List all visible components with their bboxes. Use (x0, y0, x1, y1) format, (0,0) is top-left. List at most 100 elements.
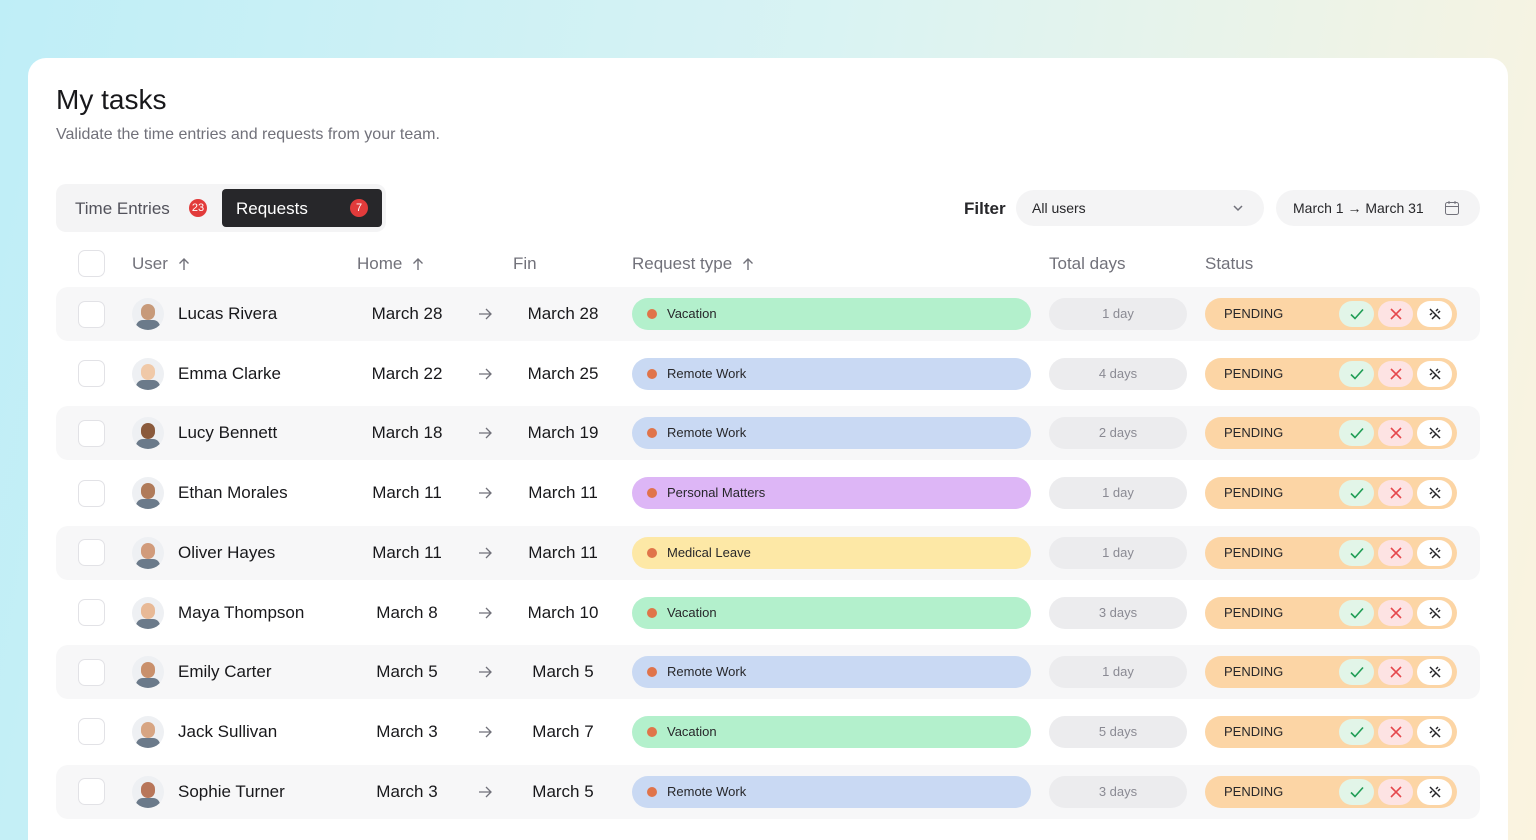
row-checkbox[interactable] (78, 539, 105, 567)
dismiss-button[interactable] (1417, 659, 1452, 686)
reject-button[interactable] (1378, 599, 1413, 626)
type-icon (647, 428, 657, 439)
approve-button[interactable] (1339, 539, 1374, 566)
start-date: March 11 (372, 483, 442, 503)
dismiss-button[interactable] (1417, 599, 1452, 626)
status-label: PENDING (1224, 783, 1284, 799)
status-label: PENDING (1224, 485, 1284, 501)
reject-button[interactable] (1378, 718, 1413, 745)
type-icon (647, 309, 657, 319)
start-date: March 8 (376, 602, 438, 622)
row-checkbox[interactable] (78, 419, 105, 447)
row-checkbox[interactable] (78, 718, 105, 746)
reject-button[interactable] (1378, 539, 1413, 566)
request-type (632, 715, 1031, 748)
status-pill (1205, 357, 1457, 390)
approve-button[interactable] (1339, 301, 1374, 327)
column-header[interactable]: Home (357, 254, 424, 274)
status-label: PENDING (1224, 365, 1284, 381)
reject-button[interactable] (1378, 480, 1413, 507)
approve-button[interactable] (1339, 659, 1374, 686)
approve-button[interactable] (1339, 599, 1374, 626)
type-label: Medical Leave (667, 544, 751, 560)
request-type (632, 775, 1031, 808)
reject-button[interactable] (1378, 778, 1413, 805)
user-select[interactable]: All users (1016, 190, 1264, 226)
approve-button[interactable] (1339, 360, 1374, 387)
status-pill (1205, 298, 1457, 330)
user-name: Lucas Rivera (178, 304, 278, 323)
end-date: March 7 (532, 721, 594, 741)
start-date: March 5 (376, 662, 438, 682)
request-type (632, 656, 1031, 689)
avatar (132, 477, 164, 510)
page-title: My tasks (56, 84, 167, 115)
request-type (632, 417, 1031, 450)
row-checkbox[interactable] (78, 479, 105, 507)
approve-button[interactable] (1339, 718, 1374, 745)
total-days: 1 day (1049, 536, 1187, 569)
arrow-icon (478, 486, 492, 505)
row-checkbox[interactable] (78, 300, 105, 328)
type-label: Vacation (667, 723, 717, 739)
start-date: March 22 (371, 363, 443, 383)
start-date: March 28 (371, 304, 443, 323)
row-checkbox[interactable] (78, 360, 105, 388)
status-label: PENDING (1224, 306, 1284, 321)
tab[interactable]: Time Entries (75, 199, 170, 218)
user-name: Emma Clarke (178, 363, 281, 383)
approve-button[interactable] (1339, 420, 1374, 447)
type-icon (647, 547, 657, 558)
select-all[interactable] (78, 250, 105, 277)
arrow-icon (478, 367, 492, 386)
request-type (632, 357, 1031, 390)
arrow-icon (478, 606, 492, 625)
avatar (132, 775, 164, 808)
dismiss-button[interactable] (1417, 718, 1452, 745)
reject-button[interactable] (1378, 301, 1413, 327)
type-label: Remote Work (667, 425, 747, 441)
status-label: PENDING (1224, 544, 1284, 560)
end-date: March 11 (528, 483, 598, 503)
user-name: Jack Sullivan (178, 721, 278, 741)
dismiss-button[interactable] (1417, 539, 1452, 566)
type-label: Remote Work (667, 783, 747, 799)
end-date: March 25 (527, 363, 599, 383)
dismiss-button[interactable] (1417, 360, 1452, 387)
dismiss-button[interactable] (1417, 778, 1452, 805)
column-header[interactable]: User (132, 254, 189, 274)
total-days: 5 days (1049, 715, 1187, 748)
reject-button[interactable] (1378, 360, 1413, 387)
row-checkbox[interactable] (78, 778, 105, 806)
avatar (132, 715, 164, 748)
total-days: 4 days (1049, 357, 1187, 390)
user-name: Emily Carter (178, 662, 272, 682)
type-icon (647, 667, 657, 678)
status-pill (1205, 775, 1457, 808)
calendar-icon (1445, 201, 1459, 215)
user-name: Lucy Bennett (178, 423, 278, 443)
filter-label: Filter (964, 199, 1006, 218)
avatar (132, 417, 164, 450)
dismiss-button[interactable] (1417, 301, 1452, 327)
type-icon (647, 607, 657, 618)
dismiss-button[interactable] (1417, 420, 1452, 447)
type-label: Personal Matters (667, 485, 766, 501)
chevron (1233, 205, 1243, 212)
approve-button[interactable] (1339, 480, 1374, 507)
row-checkbox[interactable] (78, 599, 105, 626)
total-days: 1 day (1049, 298, 1187, 330)
row-checkbox[interactable] (78, 658, 105, 686)
dismiss-button[interactable] (1417, 480, 1452, 507)
start-date: March 3 (376, 721, 438, 741)
date-value: March 1 → March 31 (1293, 200, 1424, 216)
arrow-icon (478, 665, 492, 684)
reject-button[interactable] (1378, 659, 1413, 686)
tab[interactable]: Requests (236, 199, 308, 218)
column-header[interactable]: Request type (632, 254, 754, 274)
status-pill (1205, 596, 1457, 629)
arrow-icon (478, 546, 492, 565)
approve-button[interactable] (1339, 778, 1374, 805)
date-range[interactable]: March 1 → March 31 (1276, 190, 1480, 226)
reject-button[interactable] (1378, 420, 1413, 447)
